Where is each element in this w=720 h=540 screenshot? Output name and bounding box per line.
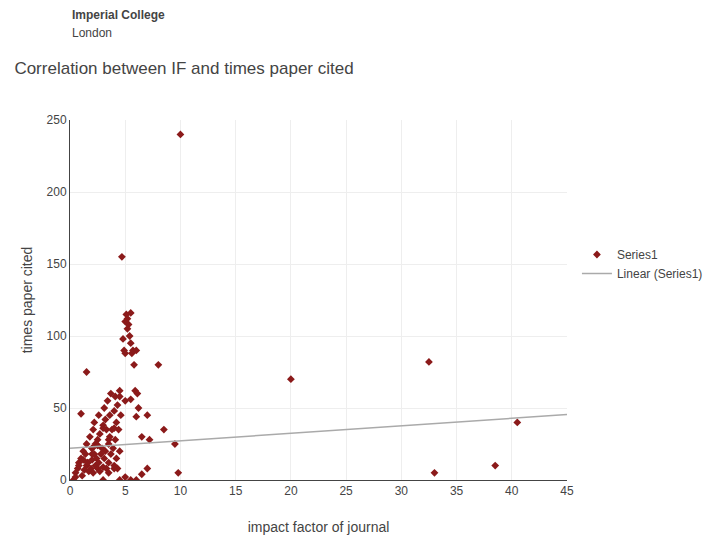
svg-text:50: 50 [53, 401, 67, 415]
svg-text:Correlation between IF and tim: Correlation between IF and times paper c… [14, 59, 353, 78]
svg-text:100: 100 [47, 329, 67, 343]
svg-text:0: 0 [60, 473, 67, 487]
svg-text:10: 10 [174, 484, 188, 498]
svg-text:20: 20 [284, 484, 298, 498]
svg-text:times paper cited: times paper cited [19, 247, 35, 354]
svg-text:200: 200 [47, 185, 67, 199]
svg-text:30: 30 [395, 484, 409, 498]
svg-text:150: 150 [47, 257, 67, 271]
svg-text:40: 40 [505, 484, 519, 498]
svg-text:35: 35 [450, 484, 464, 498]
svg-text:250: 250 [47, 113, 67, 127]
svg-text:25: 25 [339, 484, 353, 498]
svg-text:5: 5 [122, 484, 129, 498]
svg-text:Series1: Series1 [617, 248, 658, 262]
svg-text:0: 0 [67, 484, 74, 498]
svg-text:Imperial College: Imperial College [72, 8, 165, 22]
svg-text:impact factor of journal: impact factor of journal [248, 519, 390, 535]
svg-text:London: London [72, 26, 112, 40]
svg-text:Linear (Series1): Linear (Series1) [617, 267, 702, 281]
svg-text:15: 15 [229, 484, 243, 498]
svg-text:45: 45 [560, 484, 574, 498]
